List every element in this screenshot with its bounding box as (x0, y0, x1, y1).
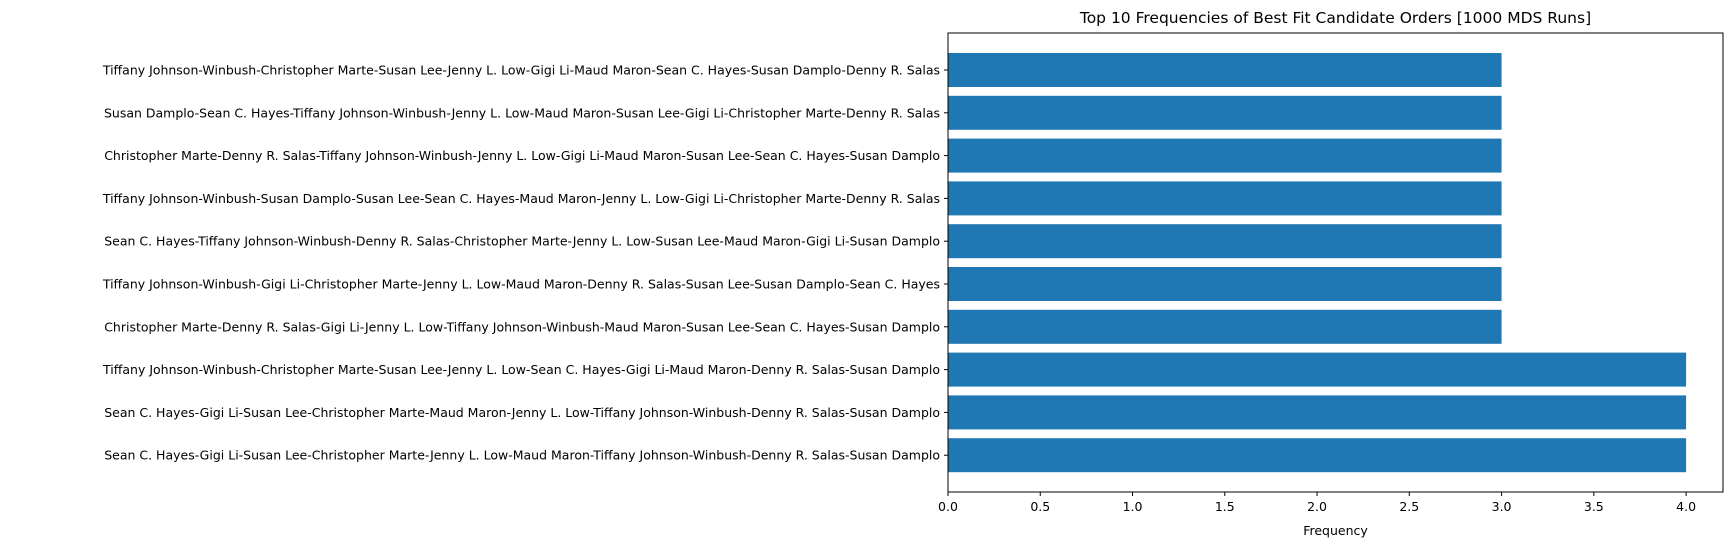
bar (948, 224, 1502, 259)
x-tick-label: 3.5 (1584, 499, 1604, 514)
x-axis-label: Frequency (1303, 523, 1368, 538)
category-label: Christopher Marte-Denny R. Salas-Tiffany… (104, 148, 940, 163)
x-tick-label: 3.0 (1492, 499, 1512, 514)
bar (948, 53, 1502, 87)
bar (948, 267, 1502, 301)
x-tick-label: 0.5 (1030, 499, 1050, 514)
bar (948, 95, 1502, 130)
x-tick-label: 4.0 (1676, 499, 1696, 514)
x-axis-ticks: 0.0 0.5 1.0 1.5 2.0 2.5 3.0 3.5 4.0 (938, 492, 1696, 514)
bar (948, 395, 1687, 430)
category-labels: Tiffany Johnson-Winbush-Christopher Mart… (102, 63, 948, 463)
category-label: Tiffany Johnson-Winbush-Christopher Mart… (102, 362, 940, 377)
bar (948, 352, 1687, 387)
x-tick-label: 2.5 (1399, 499, 1419, 514)
category-label: Tiffany Johnson-Winbush-Christopher Mart… (102, 63, 940, 78)
category-label: Tiffany Johnson-Winbush-Susan Damplo-Sus… (102, 191, 940, 206)
category-label: Christopher Marte-Denny R. Salas-Gigi Li… (104, 319, 940, 334)
chart-title: Top 10 Frequencies of Best Fit Candidate… (1079, 9, 1591, 27)
category-label: Sean C. Hayes-Gigi Li-Susan Lee-Christop… (104, 448, 940, 463)
category-label: Sean C. Hayes-Gigi Li-Susan Lee-Christop… (104, 405, 940, 420)
bar (948, 138, 1502, 173)
bars-layer (948, 53, 1687, 473)
plot-frame (947, 32, 1724, 493)
bar (948, 181, 1502, 216)
bar (948, 309, 1502, 344)
x-tick-label: 0.0 (938, 499, 958, 514)
x-tick-label: 2.0 (1307, 499, 1327, 514)
category-label: Sean C. Hayes-Tiffany Johnson-Winbush-De… (104, 234, 940, 249)
x-tick-label: 1.5 (1215, 499, 1235, 514)
category-label: Tiffany Johnson-Winbush-Gigi Li-Christop… (102, 277, 940, 292)
bar (948, 438, 1687, 473)
x-tick-label: 1.0 (1123, 499, 1143, 514)
category-label: Susan Damplo-Sean C. Hayes-Tiffany Johns… (104, 105, 940, 120)
